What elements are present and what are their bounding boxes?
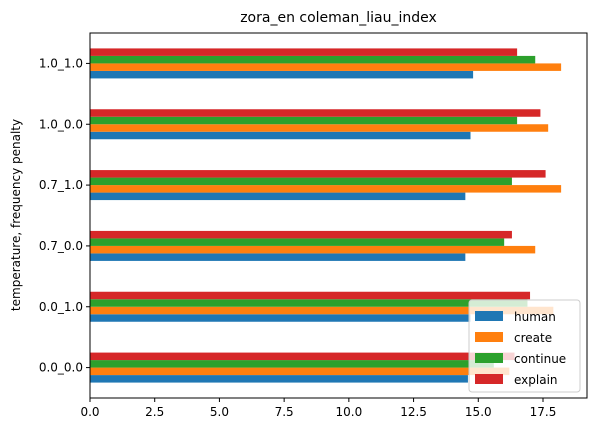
bar-continue-0.7_0.0: [90, 238, 505, 246]
y-tick-label: 0.0_1.0: [39, 300, 83, 314]
bar-human-0.7_1.0: [90, 192, 466, 201]
x-tick-label: 7.5: [275, 405, 294, 419]
bar-continue-1.0_0.0: [90, 116, 518, 125]
bar-explain-1.0_1.0: [90, 48, 518, 56]
bar-create-1.0_0.0: [90, 124, 549, 132]
bar-human-1.0_0.0: [90, 131, 471, 140]
bar-explain-0.0_0.0: [90, 352, 515, 361]
plot-frame: [89, 32, 588, 399]
x-tick-label: 17.5: [530, 405, 557, 419]
legend-swatch-continue: [475, 353, 503, 363]
x-tick-label: 2.5: [145, 405, 164, 419]
bar-continue-0.0_1.0: [90, 299, 528, 307]
bar-human-0.0_0.0: [90, 375, 468, 383]
x-tick-label: 12.5: [400, 405, 427, 419]
bar-explain-0.7_1.0: [90, 170, 546, 178]
bar-human-0.7_0.0: [90, 253, 466, 261]
bar-explain-1.0_0.0: [90, 109, 541, 117]
bar-create-0.0_0.0: [90, 367, 510, 376]
bar-create-0.7_1.0: [90, 185, 562, 193]
legend-label-human: human: [514, 310, 556, 324]
bars-group: [90, 48, 562, 383]
x-tick-label: 5.0: [210, 405, 229, 419]
bar-continue-1.0_1.0: [90, 55, 536, 64]
x-ticks: 0.0 2.5 5.0 7.5 10.0 12.5 15.0 17.5: [80, 398, 556, 419]
legend-swatch-explain: [475, 374, 503, 384]
legend-label-create: create: [514, 331, 552, 345]
bar-continue-0.0_0.0: [90, 360, 494, 368]
x-tick-label: 0.0: [80, 405, 99, 419]
legend-label-continue: continue: [514, 352, 566, 366]
bar-human-0.0_1.0: [90, 314, 471, 322]
y-tick-label: 1.0_0.0: [39, 117, 83, 131]
bar-explain-0.0_1.0: [90, 291, 531, 300]
y-ticks: 0.0_0.0 0.0_1.0 0.7_0.0 0.7_1.0 1.0_0.0 1.0_1…: [39, 56, 90, 375]
bar-create-0.7_0.0: [90, 245, 536, 254]
x-tick-label: 15.0: [465, 405, 492, 419]
bar-continue-0.7_1.0: [90, 177, 512, 186]
bar-explain-0.7_0.0: [90, 230, 512, 239]
y-tick-label: 0.0_0.0: [39, 361, 83, 375]
chart-title: zora_en coleman_liau_index: [240, 10, 437, 26]
legend-swatch-create: [475, 332, 503, 342]
legend-label-explain: explain: [514, 373, 558, 387]
y-tick-label: 0.7_0.0: [39, 239, 83, 253]
bar-human-1.0_1.0: [90, 70, 474, 79]
bar-create-1.0_1.0: [90, 63, 562, 71]
x-tick-label: 10.0: [335, 405, 362, 419]
legend-swatch-human: [475, 311, 503, 321]
y-tick-label: 0.7_1.0: [39, 178, 83, 192]
legend-box: [468, 299, 581, 393]
y-axis-label: temperature, frequency penalty: [9, 119, 23, 311]
bar-create-0.0_1.0: [90, 306, 554, 315]
legend: human create continue explain: [468, 299, 581, 393]
y-tick-label: 1.0_1.0: [39, 56, 83, 70]
